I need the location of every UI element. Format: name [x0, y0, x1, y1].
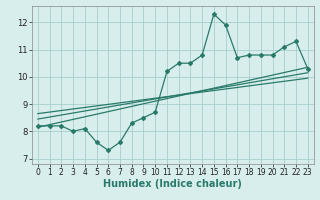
X-axis label: Humidex (Indice chaleur): Humidex (Indice chaleur)	[103, 179, 242, 189]
